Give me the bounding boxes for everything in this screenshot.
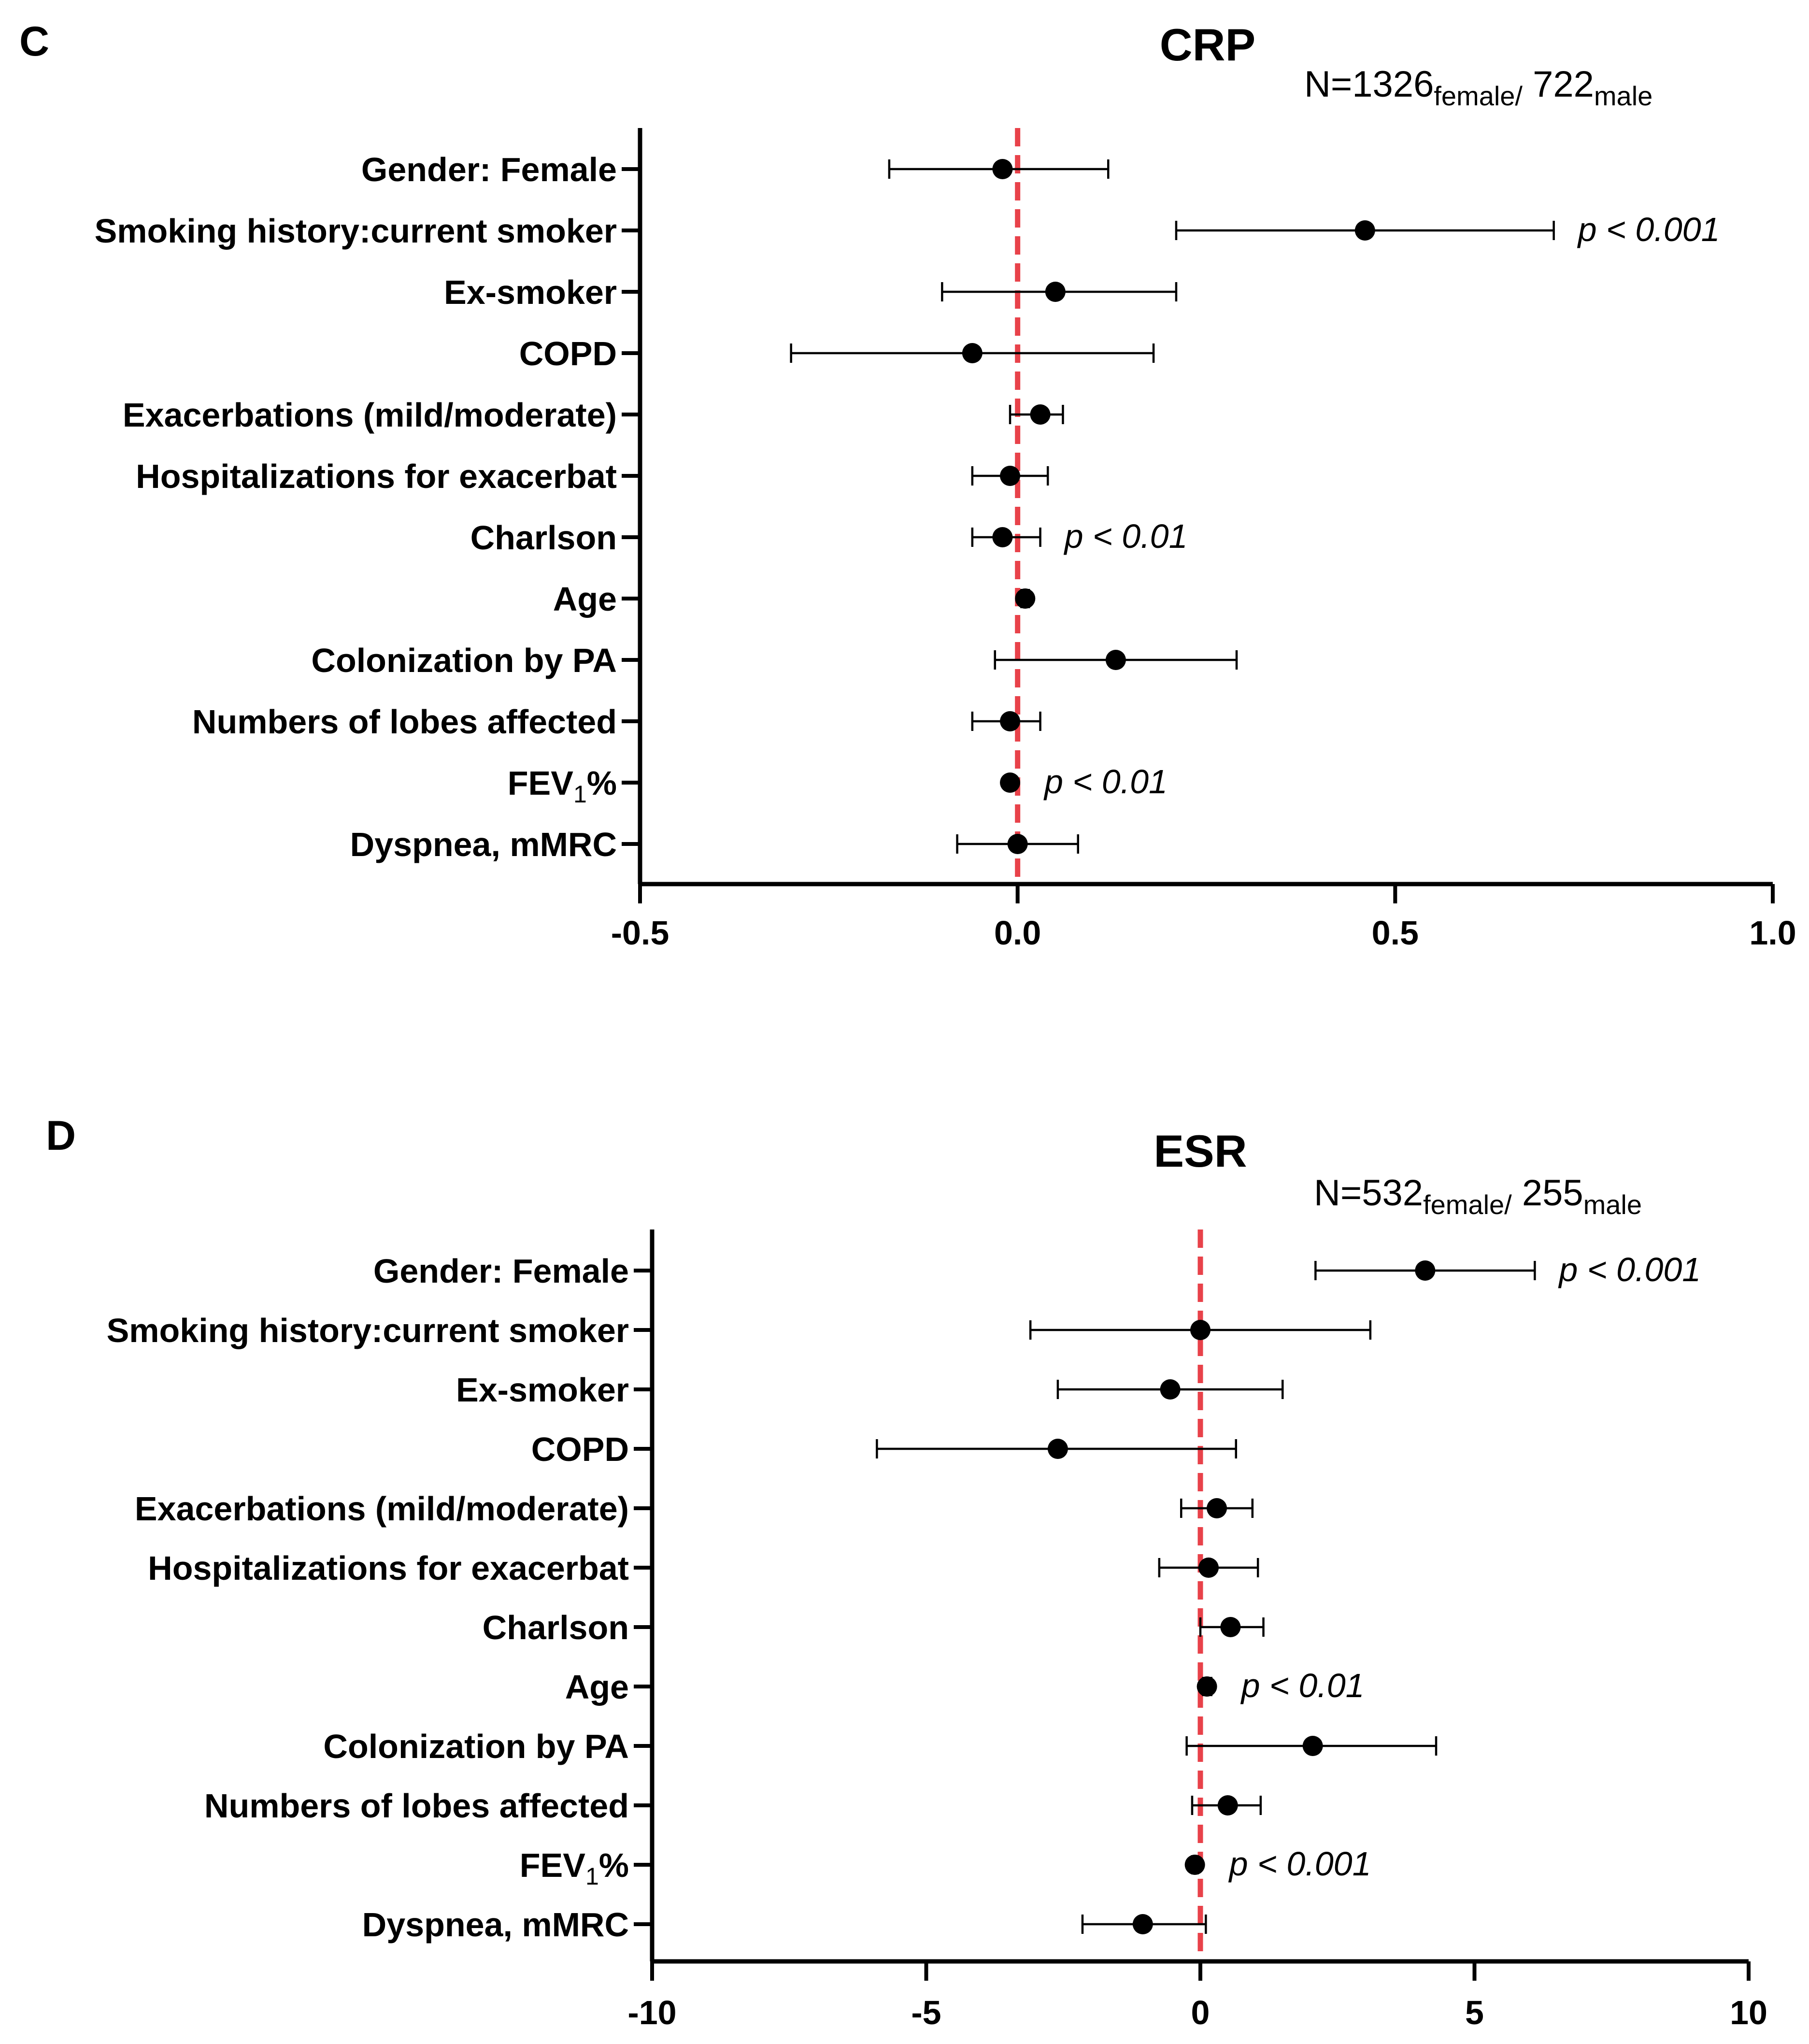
point-estimate xyxy=(992,527,1013,547)
forest-row: Charlson p < 0.01 xyxy=(470,517,1188,557)
forest-row: COPD xyxy=(531,1430,1238,1468)
p-value-label: p < 0.001 xyxy=(1228,1845,1371,1883)
forest-panel-d: D ESR N=532female/ 255male -10 -5 0 5 10 Gender:… xyxy=(46,1113,1767,2031)
forest-panel-c: C CRP N=1326female/ 722male -0.5 0.0 0.5 1.0 Ge… xyxy=(19,18,1796,952)
category-label: Smoking history:current smoker xyxy=(95,212,617,250)
category-label: Dyspnea, mMRC xyxy=(362,1906,629,1944)
point-estimate xyxy=(1000,772,1021,793)
forest-row: FEV1% p < 0.01 xyxy=(508,763,1168,808)
point-estimate xyxy=(1000,711,1021,731)
category-label: Hospitalizations for exacerbat xyxy=(136,457,617,495)
category-label: Numbers of lobes affected xyxy=(192,703,617,741)
forest-row: Gender: Female p < 0.001 xyxy=(373,1251,1701,1290)
category-label: Gender: Female xyxy=(373,1252,629,1290)
forest-row: Gender: Female xyxy=(361,151,1110,188)
forest-row: Hospitalizations for exacerbat xyxy=(136,457,1049,495)
point-estimate xyxy=(1302,1736,1323,1756)
point-estimate xyxy=(1184,1855,1205,1875)
point-estimate xyxy=(1415,1260,1436,1281)
point-estimate xyxy=(992,159,1013,179)
panel-letter: C xyxy=(19,18,49,65)
category-label: FEV1% xyxy=(520,1846,629,1890)
forest-row: Smoking history:current smoker xyxy=(107,1312,1372,1349)
sample-size-annotation: N=532female/ 255male xyxy=(1314,1172,1642,1220)
x-tick-label: -0.5 xyxy=(611,914,669,952)
forest-row: Colonization by PA xyxy=(323,1728,1438,1765)
forest-row: Charlson xyxy=(483,1609,1265,1646)
chart-title: CRP xyxy=(1160,19,1255,70)
x-tick-label: 0.5 xyxy=(1372,914,1419,952)
x-tick-label: -5 xyxy=(911,1994,941,2031)
point-estimate xyxy=(1197,1676,1217,1697)
forest-row: Dyspnea, mMRC xyxy=(350,826,1079,863)
forest-row: Numbers of lobes affected xyxy=(204,1787,1262,1825)
point-estimate xyxy=(1000,466,1021,486)
category-label: FEV1% xyxy=(508,764,617,808)
category-label: Age xyxy=(553,580,617,618)
category-label: Colonization by PA xyxy=(323,1728,629,1765)
point-estimate xyxy=(962,343,983,363)
forest-row: Exacerbations (mild/moderate) xyxy=(135,1490,1254,1528)
category-label: Numbers of lobes affected xyxy=(204,1787,629,1825)
x-tick-label: -10 xyxy=(627,1994,676,2031)
category-label: Charlson xyxy=(470,519,617,557)
forest-row: Colonization by PA xyxy=(311,642,1238,679)
point-estimate xyxy=(1220,1617,1241,1637)
category-label: Dyspnea, mMRC xyxy=(350,826,617,863)
forest-row: Hospitalizations for exacerbat xyxy=(148,1549,1259,1587)
point-estimate xyxy=(1160,1379,1181,1400)
category-label: COPD xyxy=(531,1430,629,1468)
point-estimate xyxy=(1007,834,1028,854)
forest-row: Age p < 0.01 xyxy=(565,1667,1365,1706)
sample-size-annotation: N=1326female/ 722male xyxy=(1304,64,1652,111)
category-label: Ex-smoker xyxy=(444,273,617,311)
category-label: Age xyxy=(565,1668,629,1706)
point-estimate xyxy=(1217,1795,1238,1815)
x-tick-label: 10 xyxy=(1730,1994,1767,2031)
forest-row: Ex-smoker xyxy=(444,273,1178,311)
category-label: Exacerbations (mild/moderate) xyxy=(135,1490,629,1528)
x-tick-label: 1.0 xyxy=(1749,914,1796,952)
point-estimate xyxy=(1030,404,1051,425)
point-estimate xyxy=(1132,1914,1153,1934)
forest-row: Numbers of lobes affected xyxy=(192,703,1041,741)
x-tick-label: 0 xyxy=(1191,1994,1210,2031)
p-value-label: p < 0.01 xyxy=(1043,763,1168,800)
category-label: COPD xyxy=(519,335,617,372)
point-estimate xyxy=(1198,1558,1219,1578)
forest-row: COPD xyxy=(519,335,1155,372)
forest-row: Dyspnea, mMRC xyxy=(362,1906,1207,1944)
point-estimate xyxy=(1047,1439,1068,1459)
point-estimate xyxy=(1354,220,1375,241)
category-label: Smoking history:current smoker xyxy=(107,1312,629,1349)
chart-title: ESR xyxy=(1154,1126,1247,1176)
point-estimate xyxy=(1207,1498,1227,1518)
point-estimate xyxy=(1105,650,1126,670)
category-label: Exacerbations (mild/moderate) xyxy=(123,396,617,434)
p-value-label: p < 0.01 xyxy=(1240,1667,1365,1704)
category-label: Gender: Female xyxy=(361,151,617,188)
forest-row: Age xyxy=(553,580,1036,618)
p-value-label: p < 0.01 xyxy=(1064,517,1188,555)
category-label: Colonization by PA xyxy=(311,642,617,679)
forest-row: Exacerbations (mild/moderate) xyxy=(123,396,1064,434)
point-estimate xyxy=(1045,282,1066,302)
forest-row: Ex-smoker xyxy=(456,1371,1284,1409)
point-estimate xyxy=(1190,1320,1211,1340)
forest-row: FEV1% p < 0.001 xyxy=(520,1845,1371,1890)
category-label: Charlson xyxy=(483,1609,629,1646)
p-value-label: p < 0.001 xyxy=(1558,1251,1701,1288)
category-label: Hospitalizations for exacerbat xyxy=(148,1549,629,1587)
forest-row: Smoking history:current smoker p < 0.001 xyxy=(95,211,1720,250)
category-label: Ex-smoker xyxy=(456,1371,629,1409)
point-estimate xyxy=(1015,588,1036,609)
p-value-label: p < 0.001 xyxy=(1577,211,1720,248)
panel-letter: D xyxy=(46,1113,76,1159)
x-tick-label: 0.0 xyxy=(994,914,1041,952)
x-tick-label: 5 xyxy=(1465,1994,1484,2031)
